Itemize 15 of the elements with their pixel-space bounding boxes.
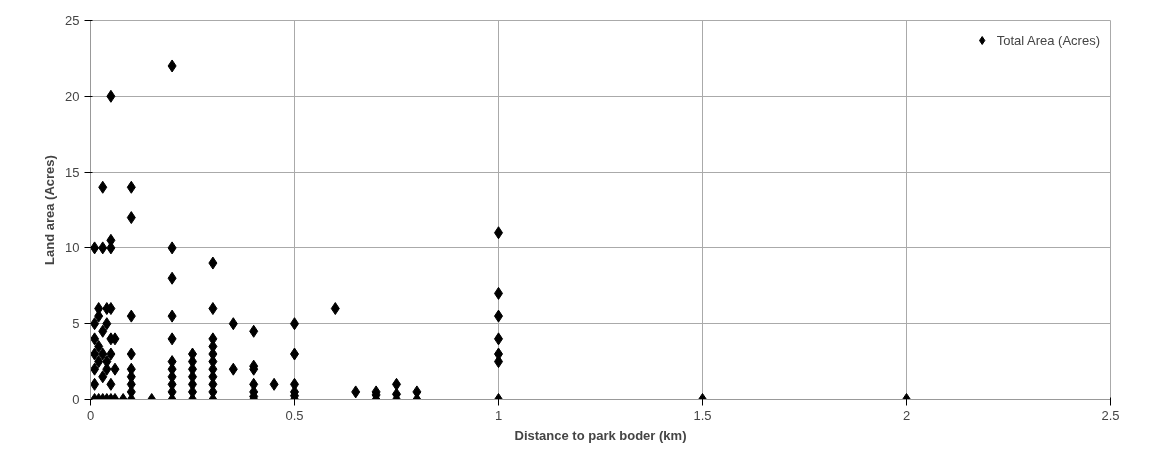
legend-label: Total Area (Acres) [996, 32, 1100, 48]
x-tick-label: 1.5 [693, 407, 712, 423]
x-tick-label: 2 [902, 407, 911, 423]
x-axis-title: Distance to park boder (km) [514, 427, 687, 443]
y-tick-label: 0 [72, 392, 80, 407]
y-axis-title: Land area (Acres) [42, 155, 58, 265]
x-tick-label: 0 [86, 407, 95, 423]
y-tick-label: 15 [65, 164, 80, 180]
y-tick-label: 25 [65, 13, 80, 28]
x-tick-label: 0.5 [285, 407, 304, 423]
y-tick-label: 10 [65, 240, 80, 256]
x-tick-label: 2.5 [1101, 407, 1120, 423]
y-tick-label: 20 [65, 88, 80, 104]
y-tick-label: 5 [72, 316, 80, 332]
x-tick-label: 1 [494, 407, 503, 423]
